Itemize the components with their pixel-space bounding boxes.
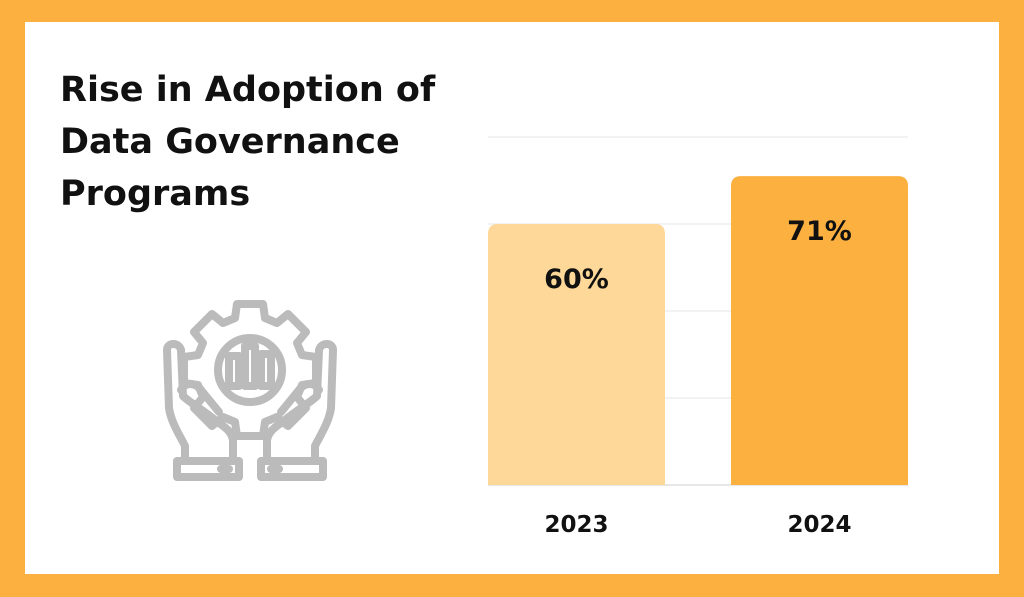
- x-tick-label-2023: 2023: [544, 512, 608, 538]
- title-line-2: Data Governance: [60, 122, 400, 162]
- x-tick-label-2024: 2024: [787, 512, 851, 538]
- left-hand-icon: [163, 340, 243, 481]
- chart-title: Rise in Adoption of Data Governance Prog…: [60, 64, 435, 220]
- gear-icon: [180, 300, 320, 440]
- title-line-1: Rise in Adoption of: [60, 70, 436, 110]
- bar-2023: [488, 224, 665, 485]
- hands-holding-gear-chart-icon: [163, 300, 337, 481]
- right-hand-icon: [257, 340, 337, 481]
- title-line-3: Programs: [60, 174, 251, 214]
- bar-chart-icon: [225, 342, 275, 390]
- bar-2024: [731, 176, 908, 485]
- data-label-2024: 71%: [787, 216, 852, 247]
- data-label-2023: 60%: [544, 264, 609, 295]
